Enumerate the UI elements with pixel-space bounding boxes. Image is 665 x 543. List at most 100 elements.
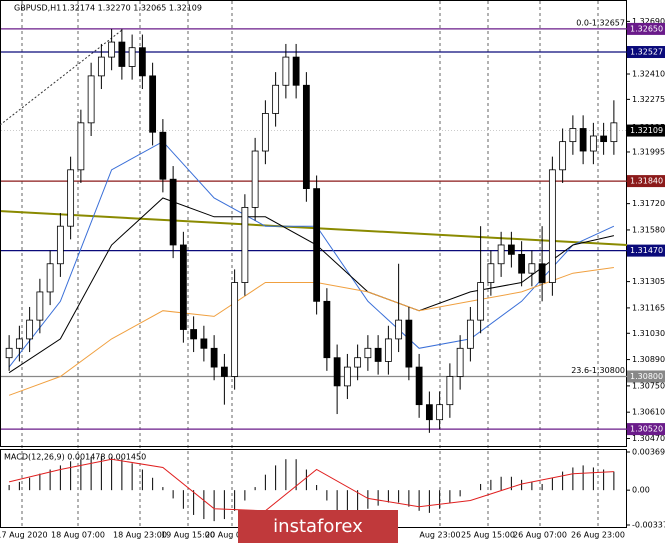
candle-body bbox=[497, 244, 505, 265]
x-tick-label: 19 Aug 15:00 bbox=[161, 531, 215, 540]
candle-body bbox=[190, 329, 198, 340]
candle-body bbox=[282, 56, 290, 86]
candle-body bbox=[5, 347, 13, 359]
watermark-banner bbox=[238, 510, 398, 543]
candle-body bbox=[425, 404, 433, 421]
candle-body bbox=[466, 319, 474, 349]
y-tick-label: 1.30750 bbox=[632, 381, 665, 390]
candle-body bbox=[149, 75, 157, 133]
candle-body bbox=[200, 338, 208, 349]
macd-tick-label: 0.00 bbox=[632, 486, 650, 495]
candle-body bbox=[46, 263, 54, 293]
candle-body bbox=[559, 141, 567, 171]
macd-signal bbox=[8, 458, 614, 512]
x-tick-label: 18 Aug 07:00 bbox=[51, 531, 105, 540]
candle-body bbox=[128, 47, 136, 67]
candle-body bbox=[26, 319, 34, 340]
x-tick-label: 20 Aug 07:00 bbox=[205, 531, 259, 540]
y-tick-label: 1.31995 bbox=[632, 147, 665, 156]
x-tick-label: 26 Aug 23:00 bbox=[571, 531, 625, 540]
last-price-label: 1.32109 bbox=[630, 126, 663, 135]
y-tick-label: 1.31165 bbox=[632, 303, 665, 312]
candle-body bbox=[446, 376, 454, 406]
candle-body bbox=[97, 56, 105, 77]
candle-body bbox=[374, 347, 382, 362]
candle-body bbox=[159, 131, 167, 180]
candle-body bbox=[395, 319, 403, 340]
x-tick-label: 25 Aug 15:00 bbox=[461, 531, 515, 540]
candle-body bbox=[589, 135, 597, 152]
level-label: 1.31840 bbox=[630, 177, 663, 186]
candle-body bbox=[323, 300, 331, 359]
candle-body bbox=[354, 357, 362, 368]
macd-tick-label: -0.003375 bbox=[632, 521, 665, 530]
level-box bbox=[627, 175, 665, 188]
level-note: 0.0-1.32657 bbox=[576, 18, 625, 27]
y-tick-label: 1.30470 bbox=[632, 434, 665, 443]
macd-title: MACD(12,26,9) 0.001478 0.001450 bbox=[4, 453, 146, 462]
candle-body bbox=[241, 206, 249, 283]
macd-tick-label: 0.003698 bbox=[632, 448, 665, 457]
candle-body bbox=[333, 357, 341, 387]
candle-body bbox=[292, 56, 300, 86]
level-label: 1.32527 bbox=[630, 48, 663, 57]
candle-body bbox=[384, 338, 392, 362]
candle-body bbox=[261, 113, 269, 152]
level-label: 1.31470 bbox=[630, 246, 663, 255]
x-tick-label: 17 Aug 2020 bbox=[0, 531, 48, 540]
candle-body bbox=[364, 347, 372, 359]
level-label: 1.30800 bbox=[630, 372, 663, 381]
candle-body bbox=[313, 188, 321, 302]
candle-body bbox=[538, 263, 546, 283]
x-tick-label: Aug 23:00 bbox=[419, 531, 460, 540]
candle-body bbox=[220, 366, 228, 377]
x-tick-label: 26 Aug 07:00 bbox=[513, 531, 567, 540]
y-tick-label: 1.31720 bbox=[632, 199, 665, 208]
candle-body bbox=[579, 128, 587, 152]
y-tick-label: 1.32410 bbox=[632, 70, 665, 79]
candle-body bbox=[456, 347, 464, 377]
candle-body bbox=[56, 225, 64, 265]
candle-body bbox=[108, 41, 116, 58]
main-frame bbox=[0, 0, 627, 447]
symbol: GBPUSD,H1 bbox=[14, 4, 61, 13]
quote: 1.32174 1.32270 1.32065 1.32109 bbox=[62, 4, 202, 13]
x-tick-label: 18 Aug 23:00 bbox=[113, 531, 167, 540]
candle-body bbox=[179, 244, 187, 330]
last-price-box bbox=[627, 124, 665, 137]
candle-body bbox=[415, 366, 423, 406]
y-tick-label: 1.32275 bbox=[632, 95, 665, 104]
candle-body bbox=[118, 41, 126, 67]
candle-body bbox=[272, 84, 280, 114]
candle-body bbox=[507, 244, 515, 255]
candle-body bbox=[600, 135, 608, 143]
candle-body bbox=[436, 404, 444, 421]
candle-body bbox=[477, 282, 485, 321]
candle-body bbox=[518, 253, 526, 274]
level-box bbox=[627, 46, 665, 59]
candle-body bbox=[231, 282, 239, 377]
level-box bbox=[627, 22, 665, 35]
candle-body bbox=[77, 122, 85, 171]
y-tick-label: 1.31030 bbox=[632, 329, 665, 338]
candle-body bbox=[528, 263, 536, 274]
level-note: 23.6-1.30800 bbox=[571, 366, 625, 375]
y-tick-label: 1.30890 bbox=[632, 355, 665, 364]
candle-body bbox=[487, 263, 495, 283]
candle-body bbox=[343, 366, 351, 387]
watermark: instaforex bbox=[273, 516, 363, 537]
level-box bbox=[627, 423, 665, 436]
candle-body bbox=[138, 47, 146, 77]
y-tick-label: 1.31580 bbox=[632, 225, 665, 234]
level-box bbox=[627, 244, 665, 257]
y-tick-label: 1.31305 bbox=[632, 277, 665, 286]
candle-body bbox=[405, 319, 413, 368]
level-label: 1.32650 bbox=[630, 24, 663, 33]
level-label: 1.30520 bbox=[630, 425, 663, 434]
y-tick-label: 1.32690 bbox=[632, 17, 665, 26]
candle-body bbox=[251, 150, 259, 208]
candle-body bbox=[67, 169, 75, 227]
level-box bbox=[627, 370, 665, 383]
candle-body bbox=[15, 338, 23, 349]
